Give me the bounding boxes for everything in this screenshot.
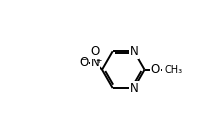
Text: O: O xyxy=(79,56,88,69)
Text: CH₃: CH₃ xyxy=(164,65,183,75)
Text: N: N xyxy=(90,56,99,69)
Text: N: N xyxy=(129,45,138,58)
Text: −: − xyxy=(80,55,86,64)
Text: +: + xyxy=(95,56,101,65)
Text: N: N xyxy=(129,82,138,95)
Text: O: O xyxy=(151,63,160,76)
Text: O: O xyxy=(90,45,99,58)
